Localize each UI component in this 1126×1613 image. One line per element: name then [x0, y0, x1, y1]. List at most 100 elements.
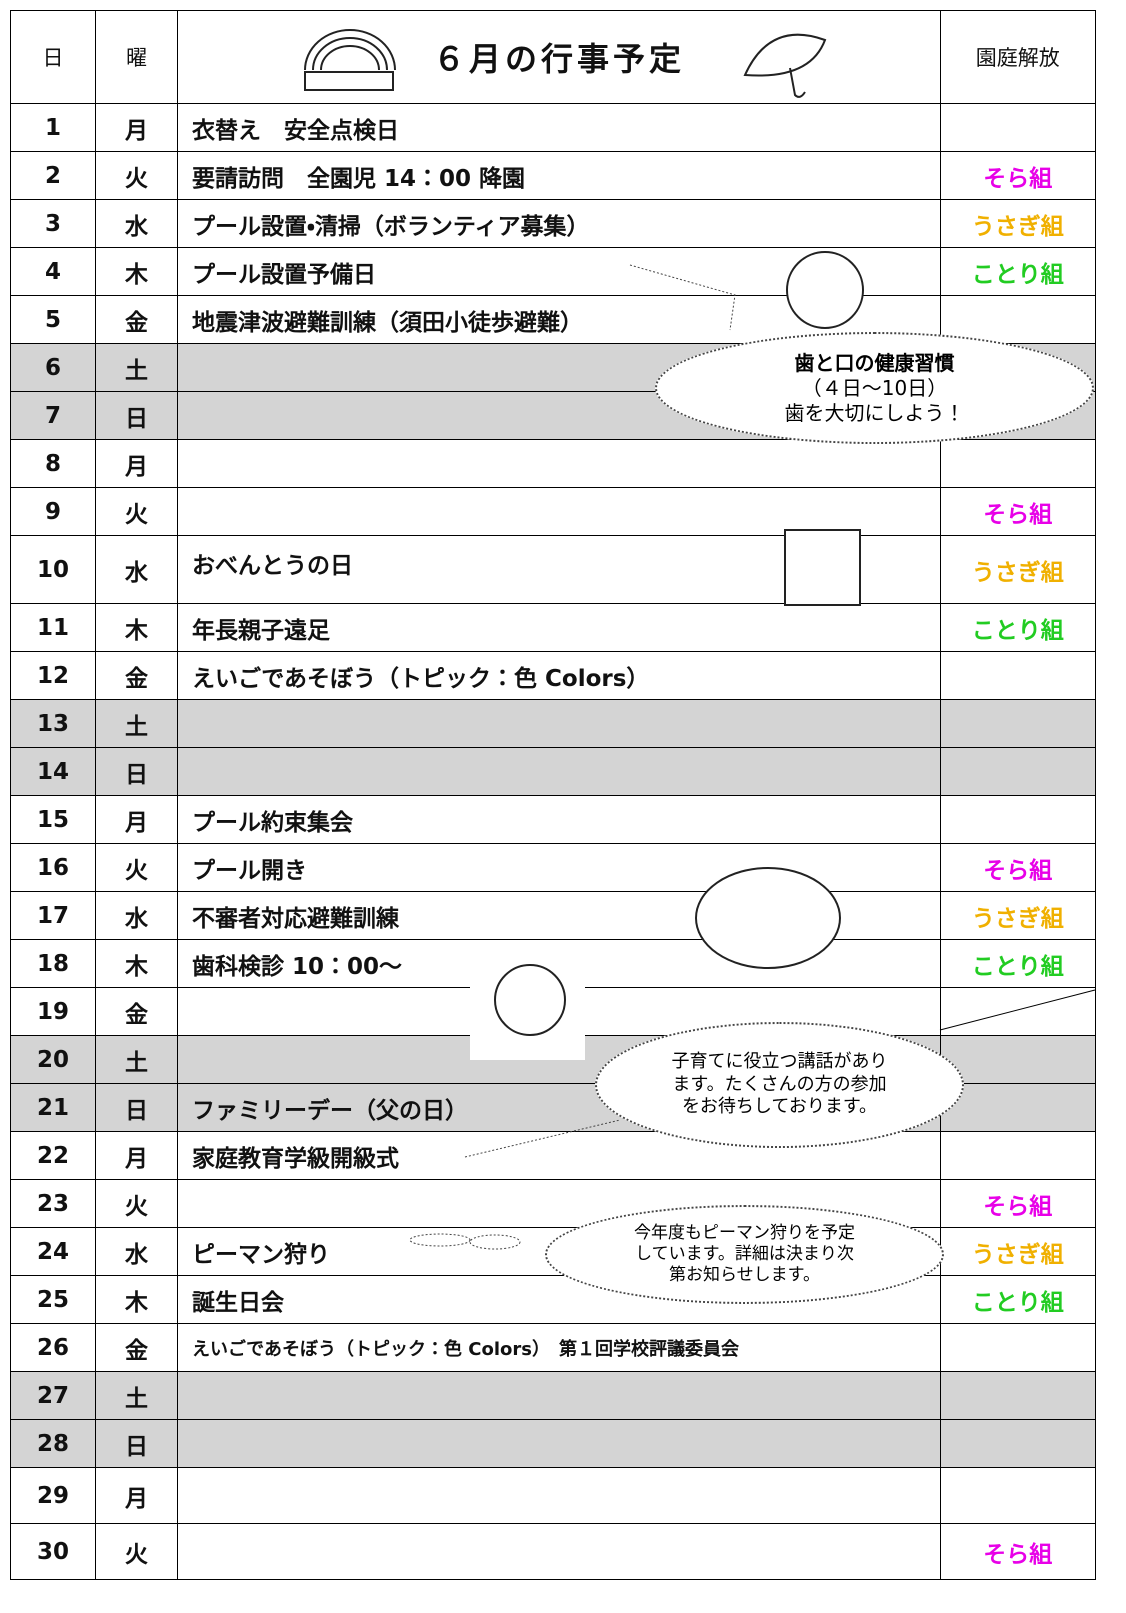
- weekday-cell: 木: [96, 940, 178, 988]
- event-cell: [178, 440, 941, 488]
- bubble-text: 歯と口の健康習慣: [794, 350, 955, 375]
- event-cell: [178, 748, 941, 796]
- day-cell: 2: [11, 152, 96, 200]
- day-cell: 25: [11, 1276, 96, 1324]
- event-cell: 年長親子遠足: [178, 604, 941, 652]
- garden-cell: うさぎ組: [941, 1228, 1096, 1276]
- bubble-text: 第お知らせします。: [669, 1265, 820, 1286]
- bubble-text: をお待ちしております。: [681, 1096, 878, 1118]
- weekday-cell: 日: [96, 748, 178, 796]
- day-cell: 8: [11, 440, 96, 488]
- day-cell: 15: [11, 796, 96, 844]
- day-cell: 12: [11, 652, 96, 700]
- garden-cell: [941, 988, 1096, 1036]
- garden-cell: そら組: [941, 152, 1096, 200]
- event-cell: 不審者対応避難訓練: [178, 892, 941, 940]
- event-cell: 歯科検診 10：00～: [178, 940, 941, 988]
- bubble-text: 子育てに役立つ講話があり: [671, 1051, 888, 1073]
- garden-cell: うさぎ組: [941, 200, 1096, 248]
- header-title: ６月の行事予定: [178, 11, 941, 104]
- event-cell: 要請訪問 全園児 14：00 降園: [178, 152, 941, 200]
- event-cell: [178, 1468, 941, 1524]
- event-cell: プール開き: [178, 844, 941, 892]
- day-cell: 1: [11, 104, 96, 152]
- garden-cell: [941, 1372, 1096, 1420]
- garden-cell: [941, 1036, 1096, 1084]
- weekday-cell: 月: [96, 796, 178, 844]
- garden-cell: [941, 1468, 1096, 1524]
- event-cell: [178, 700, 941, 748]
- garden-cell: ことり組: [941, 248, 1096, 296]
- garden-cell: [941, 748, 1096, 796]
- day-cell: 27: [11, 1372, 96, 1420]
- event-cell: えいごであそぼう（トピック：色 Colors） 第１回学校評議委員会: [178, 1324, 941, 1372]
- garden-cell: そら組: [941, 1524, 1096, 1580]
- weekday-cell: 月: [96, 104, 178, 152]
- day-cell: 20: [11, 1036, 96, 1084]
- day-cell: 10: [11, 536, 96, 604]
- garden-cell: ことり組: [941, 604, 1096, 652]
- garden-cell: そら組: [941, 1180, 1096, 1228]
- weekday-cell: 金: [96, 1324, 178, 1372]
- day-cell: 30: [11, 1524, 96, 1580]
- event-cell: [178, 1372, 941, 1420]
- weekday-cell: 土: [96, 1372, 178, 1420]
- day-cell: 14: [11, 748, 96, 796]
- weekday-cell: 金: [96, 652, 178, 700]
- garden-cell: [941, 440, 1096, 488]
- weekday-cell: 水: [96, 892, 178, 940]
- day-cell: 11: [11, 604, 96, 652]
- event-cell: プール設置・清掃（ボランティア募集）: [178, 200, 941, 248]
- weekday-cell: 火: [96, 1180, 178, 1228]
- garden-cell: ことり組: [941, 1276, 1096, 1324]
- weekday-cell: 日: [96, 1420, 178, 1468]
- day-cell: 17: [11, 892, 96, 940]
- garden-cell: [941, 1084, 1096, 1132]
- garden-cell: [941, 796, 1096, 844]
- weekday-cell: 火: [96, 844, 178, 892]
- weekday-cell: 水: [96, 200, 178, 248]
- weekday-cell: 木: [96, 604, 178, 652]
- weekday-cell: 火: [96, 488, 178, 536]
- event-cell: プール設置予備日: [178, 248, 941, 296]
- weekday-cell: 火: [96, 1524, 178, 1580]
- weekday-cell: 土: [96, 700, 178, 748]
- day-cell: 3: [11, 200, 96, 248]
- garden-cell: [941, 1420, 1096, 1468]
- garden-cell: ことり組: [941, 940, 1096, 988]
- event-cell: 地震津波避難訓練（須田小徒歩避難）: [178, 296, 941, 344]
- event-cell: 家庭教育学級開級式: [178, 1132, 941, 1180]
- day-cell: 23: [11, 1180, 96, 1228]
- day-cell: 13: [11, 700, 96, 748]
- weekday-cell: 水: [96, 1228, 178, 1276]
- event-cell: プール約束集会: [178, 796, 941, 844]
- garden-cell: [941, 1324, 1096, 1372]
- schedule-table: 日曜 ６月の行事予定 園庭解放 1 月衣替え 安全点検日 2 火要請訪問 全園児 14：00…: [10, 10, 1096, 1580]
- weekday-cell: 火: [96, 152, 178, 200]
- bubble-text: （４日～10日）: [801, 375, 948, 400]
- weekday-cell: 土: [96, 1036, 178, 1084]
- speech-bubble: 歯と口の健康習慣 （４日～10日） 歯を大切にしよう！: [655, 332, 1094, 444]
- header-weekday: 曜: [96, 11, 178, 104]
- garden-cell: うさぎ組: [941, 892, 1096, 940]
- weekday-cell: 木: [96, 1276, 178, 1324]
- day-cell: 7: [11, 392, 96, 440]
- weekday-cell: 月: [96, 1132, 178, 1180]
- weekday-cell: 土: [96, 344, 178, 392]
- day-cell: 29: [11, 1468, 96, 1524]
- day-cell: 19: [11, 988, 96, 1036]
- day-cell: 4: [11, 248, 96, 296]
- event-cell: 衣替え 安全点検日: [178, 104, 941, 152]
- speech-bubble: 子育てに役立つ講話があり ます。たくさんの方の参加 をお待ちしております。: [595, 1022, 964, 1148]
- day-cell: 24: [11, 1228, 96, 1276]
- event-cell: [178, 1180, 941, 1228]
- garden-cell: [941, 700, 1096, 748]
- speech-bubble: 今年度もピーマン狩りを予定 しています。詳細は決まり次 第お知らせします。: [545, 1205, 944, 1304]
- garden-cell: [941, 296, 1096, 344]
- event-cell: えいごであそぼう（トピック：色 Colors）: [178, 652, 941, 700]
- day-cell: 28: [11, 1420, 96, 1468]
- event-cell: [178, 488, 941, 536]
- weekday-cell: 木: [96, 248, 178, 296]
- garden-cell: そら組: [941, 844, 1096, 892]
